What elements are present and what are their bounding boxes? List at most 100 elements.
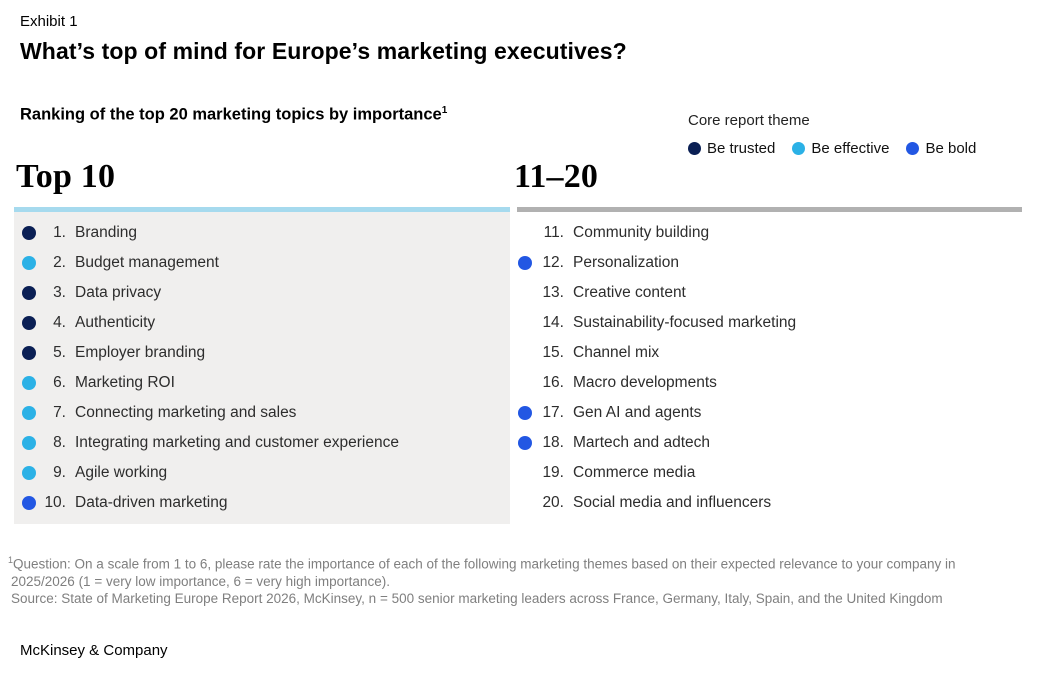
- rank-item-18: 18. Martech and adtech: [510, 428, 1022, 458]
- topic-label: Sustainability-focused marketing: [573, 314, 797, 331]
- rank-number: 8.: [53, 434, 66, 451]
- top10-list-panel: 1. Branding 2. Budget management 3. Data pr…: [14, 212, 510, 524]
- column-heading-top10: Top 10: [16, 158, 116, 195]
- subtitle-text: Ranking of the top 20 marketing topics b…: [20, 105, 442, 124]
- top10-accent-bar: [14, 207, 510, 212]
- footnote-source: Source: State of Marketing Europe Report…: [11, 590, 943, 606]
- rank-item-15: 15. Channel mix: [510, 338, 1022, 368]
- theme-dot-icon: [22, 406, 36, 420]
- theme-dot-icon: [22, 256, 36, 270]
- topic-label: Macro developments: [573, 374, 717, 391]
- footnote-superscript: 1: [8, 555, 14, 565]
- topic-label: Channel mix: [573, 344, 660, 361]
- rank-number: 17.: [542, 404, 564, 421]
- rank-item-3: 3. Data privacy: [14, 278, 510, 308]
- theme-dot-icon: [518, 256, 532, 270]
- rank-item-20: 20. Social media and influencers: [510, 488, 1022, 518]
- rank-number: 6.: [53, 374, 66, 391]
- rank-item-14: 14. Sustainability-focused marketing: [510, 308, 1022, 338]
- topic-label: Social media and influencers: [573, 494, 772, 511]
- rank-number: 10.: [44, 494, 66, 511]
- rank-number: 16.: [542, 374, 564, 391]
- theme-dot-icon: [22, 286, 36, 300]
- theme-dot-icon: [22, 316, 36, 330]
- rank-number: 19.: [542, 464, 564, 481]
- rank-number: 13.: [542, 284, 564, 301]
- topic-label: Commerce media: [573, 464, 696, 481]
- rank-item-19: 19. Commerce media: [510, 458, 1022, 488]
- legend-label: Be bold: [925, 140, 977, 157]
- rank-number: 20.: [542, 494, 564, 511]
- legend-label: Be effective: [811, 140, 890, 157]
- footnote-question-line2: 2025/2026 (1 = very low importance, 6 = …: [11, 573, 390, 589]
- rank-number: 2.: [53, 254, 66, 271]
- rank-item-13: 13. Creative content: [510, 278, 1022, 308]
- topic-label: Data-driven marketing: [75, 494, 228, 511]
- topic-label: Creative content: [573, 284, 686, 301]
- theme-dot-icon: [22, 226, 36, 240]
- rank-number: 12.: [542, 254, 564, 271]
- rank-item-16: 16. Macro developments: [510, 368, 1022, 398]
- page-title: What’s top of mind for Europe’s marketin…: [20, 38, 627, 64]
- rank-number: 11.: [543, 224, 564, 241]
- rank-number: 3.: [53, 284, 66, 301]
- column-heading-11-20: 11–20: [514, 158, 599, 195]
- chart-subtitle: Ranking of the top 20 marketing topics b…: [20, 105, 447, 125]
- exhibit-label: Exhibit 1: [20, 13, 78, 30]
- rank-item-7: 7. Connecting marketing and sales: [14, 398, 510, 428]
- topic-label: Integrating marketing and customer exper…: [75, 434, 399, 451]
- rank-number: 5.: [53, 344, 66, 361]
- rank-item-8: 8. Integrating marketing and customer exp…: [14, 428, 510, 458]
- 11-20-accent-bar: [517, 207, 1022, 212]
- rank-item-6: 6. Marketing ROI: [14, 368, 510, 398]
- theme-dot-icon: [518, 436, 532, 450]
- 11-20-list-panel: 11. Community building 12. Personalization…: [510, 212, 1022, 524]
- legend: Core report theme Be trusted Be effectiv…: [688, 112, 1022, 157]
- be-effective-dot-icon: [792, 142, 806, 155]
- be-bold-dot-icon: [906, 142, 920, 155]
- theme-dot-icon: [518, 406, 532, 420]
- rank-number: 18.: [542, 434, 564, 451]
- rank-item-10: 10. Data-driven marketing: [14, 488, 510, 518]
- legend-row: Be trusted Be effective Be bold: [688, 140, 1022, 157]
- theme-dot-icon: [22, 436, 36, 450]
- topic-label: Branding: [75, 224, 138, 241]
- theme-dot-icon: [22, 346, 36, 360]
- topic-label: Authenticity: [75, 314, 156, 331]
- theme-dot-icon: [22, 496, 36, 510]
- rank-number: 4.: [53, 314, 66, 331]
- topic-label: Connecting marketing and sales: [75, 404, 297, 421]
- theme-dot-icon: [22, 376, 36, 390]
- topic-label: Agile working: [75, 464, 168, 481]
- rank-item-12: 12. Personalization: [510, 248, 1022, 278]
- topic-label: Data privacy: [75, 284, 162, 301]
- rank-item-2: 2. Budget management: [14, 248, 510, 278]
- topic-label: Gen AI and agents: [573, 404, 702, 421]
- topic-label: Marketing ROI: [75, 374, 175, 391]
- rank-number: 14.: [542, 314, 564, 331]
- topic-label: Personalization: [573, 254, 679, 271]
- rank-number: 7.: [53, 404, 66, 421]
- rank-number: 1.: [53, 224, 66, 241]
- subtitle-superscript: 1: [441, 105, 448, 116]
- be-trusted-dot-icon: [688, 142, 701, 155]
- legend-label: Be trusted: [707, 140, 776, 157]
- footnotes: 1Question: On a scale from 1 to 6, pleas…: [8, 552, 956, 607]
- theme-dot-icon: [22, 466, 36, 480]
- legend-item-be-trusted: Be trusted: [688, 140, 775, 157]
- topic-label: Employer branding: [75, 344, 206, 361]
- rank-number: 9.: [53, 464, 66, 481]
- footnote-question-line1: 1Question: On a scale from 1 to 6, pleas…: [8, 555, 956, 572]
- legend-item-be-bold: Be bold: [906, 140, 976, 157]
- topic-label: Community building: [573, 224, 710, 241]
- legend-title: Core report theme: [688, 112, 810, 129]
- topic-label: Budget management: [75, 254, 219, 271]
- topic-label: Martech and adtech: [573, 434, 711, 451]
- legend-item-be-effective: Be effective: [792, 140, 889, 157]
- mckinsey-brand-wordmark: McKinsey & Company: [20, 642, 168, 659]
- rank-item-5: 5. Employer branding: [14, 338, 510, 368]
- rank-item-1: 1. Branding: [14, 218, 510, 248]
- rank-item-4: 4. Authenticity: [14, 308, 510, 338]
- rank-item-9: 9. Agile working: [14, 458, 510, 488]
